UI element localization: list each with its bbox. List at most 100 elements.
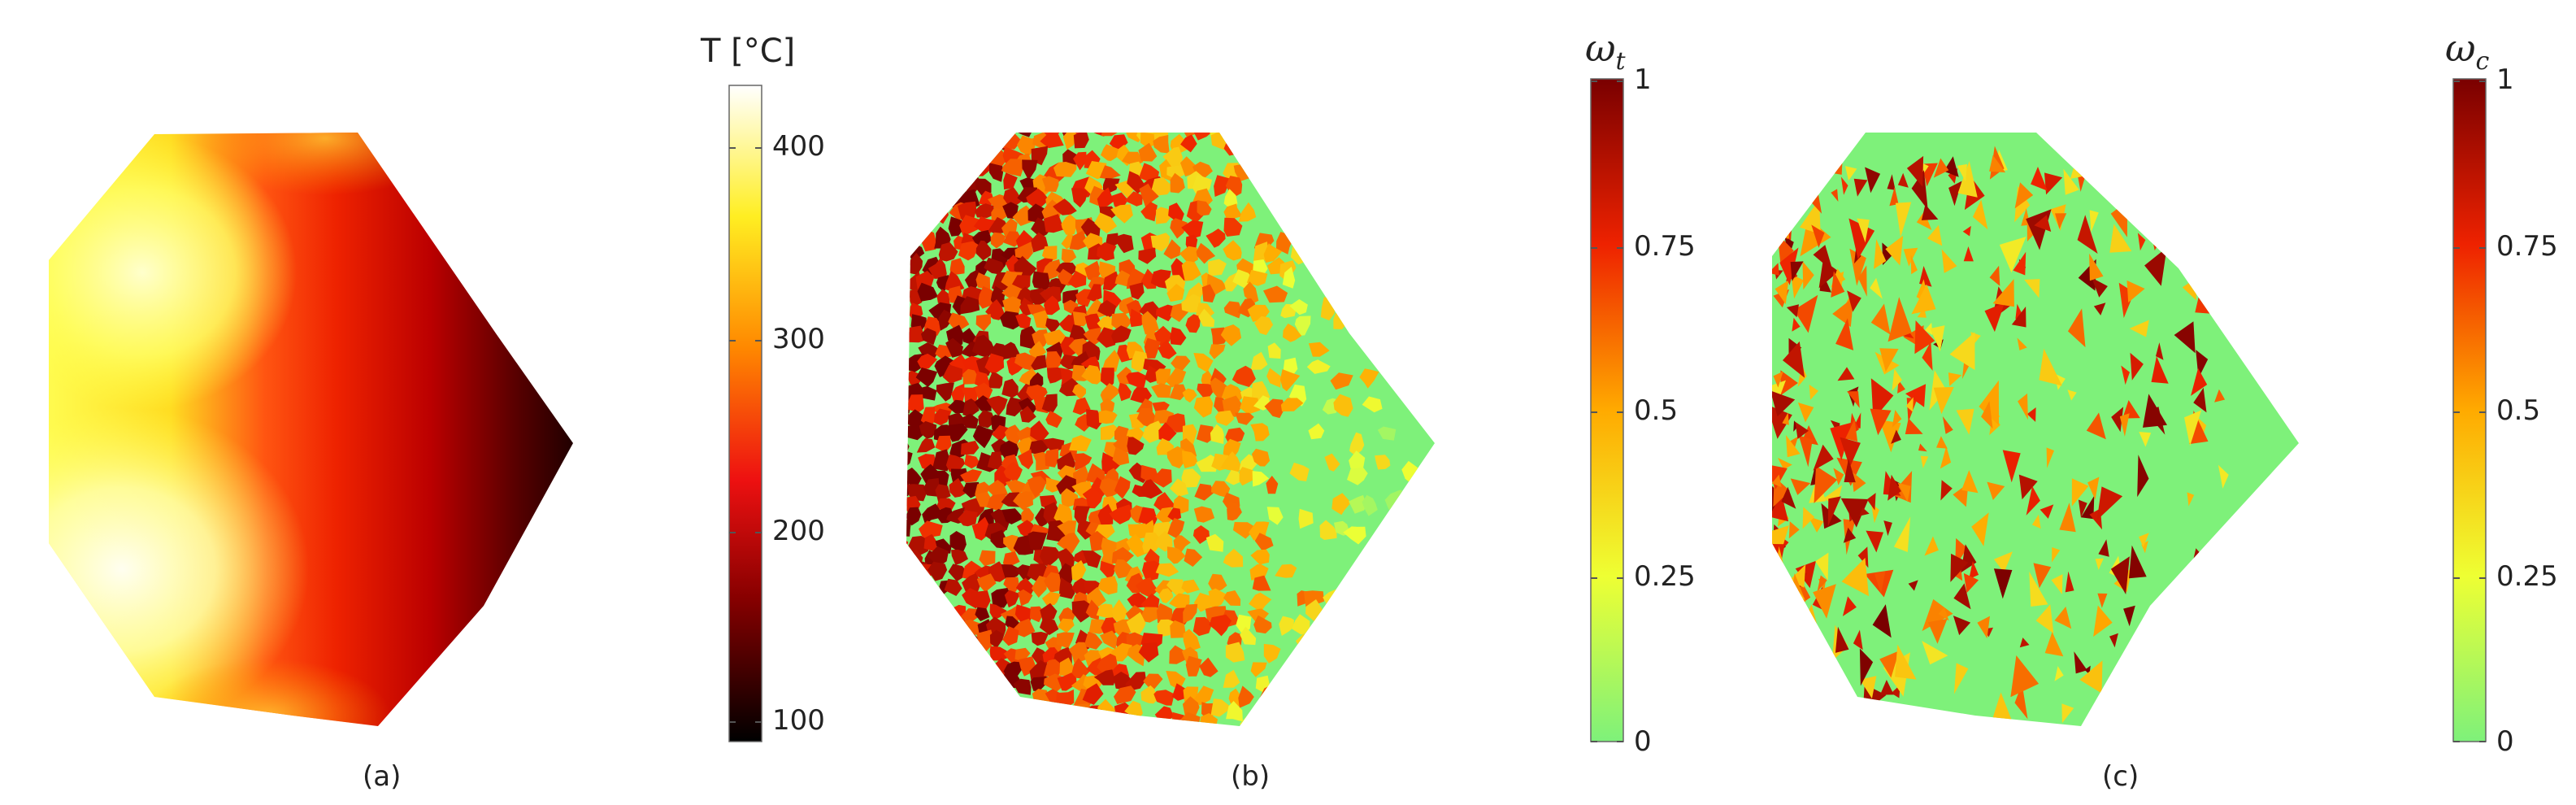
tensile-damage-cell [1388,228,1410,246]
tensile-damage-cell [1362,559,1379,578]
compressive-damage-cell [1961,470,1979,494]
compressive-damage-cell [2077,215,2098,254]
compressive-damage-cell [2019,637,2030,648]
tensile-damage-cell [945,134,970,157]
tensile-damage-cell [1253,163,1274,183]
compressive-damage-cell [1853,629,1863,651]
tensile-damage-cell [1170,172,1185,194]
tensile-damage-cell [906,133,913,141]
compressive-damage-cell [1872,604,1892,638]
tensile-damage-cell [1044,295,1060,315]
compressive-damage-cell [1779,148,1792,167]
compressive-damage-cell [1953,616,1971,636]
compressive-damage-cell [2122,400,2140,419]
compressive-damage-cell [2107,701,2123,722]
tensile-damage-cell [1262,724,1285,726]
tensile-damage-cell [1085,298,1106,319]
compressive-damage-cell [1922,641,1948,665]
tensile-damage-cell [1180,134,1197,153]
compressive-damage-cell [2033,563,2052,589]
tensile-damage-cell [986,395,1008,416]
tensile-damage-cell [1254,315,1274,336]
tensile-damage-cell [1071,188,1088,208]
tensile-damage-cell [917,655,940,677]
tensile-damage-cell [1265,161,1282,183]
tensile-damage-cell [1029,659,1050,682]
compressive-damage-cell [2217,650,2231,672]
tensile-damage-cell [974,203,995,218]
compressive-damage-cell [2174,596,2185,612]
compressive-damage-cell [1791,274,1805,299]
tensile-damage-cell [1292,187,1315,205]
tensile-damage-cell [977,133,997,139]
compressive-damage-cell [2098,539,2109,557]
tensile-damage-cell [1141,311,1159,335]
tensile-damage-cell [1041,591,1061,606]
tensile-damage-cell [1003,577,1019,595]
compressive-damage-cell [1781,486,1796,509]
tensile-damage-cell [1124,700,1143,720]
tensile-damage-cell [1336,633,1353,654]
tensile-damage-cell [1267,342,1281,359]
tensile-damage-cell [1129,282,1145,300]
compressive-damage-cell [2222,203,2232,224]
tensile-damage-cell [1297,199,1315,222]
tensile-damage-cell [1155,563,1179,577]
compressive-damage-cell [2092,277,2108,298]
tensile-damage-cell [1142,560,1162,582]
tensile-damage-cell [1223,240,1242,261]
tensile-damage-cell [915,176,939,189]
tensile-damage-cell [1169,645,1187,664]
tensile-damage-cell [916,437,936,453]
tensile-damage-cell [959,146,978,163]
tensile-damage-cell [1059,657,1074,677]
tensile-damage-cell [1032,647,1049,668]
compressive-damage-cell [1933,158,1949,178]
tensile-damage-cell [1183,603,1198,624]
tensile-damage-cell [1014,647,1031,662]
tensile-damage-cell [1030,677,1048,692]
compressive-damage-cell [2181,151,2195,176]
compressive-damage-cell [1813,584,1836,619]
compressive-damage-cell [1924,322,1933,336]
tensile-damage-cell [1279,677,1303,692]
compressive-damage-cell [1879,680,1894,695]
tensile-damage-cell [1096,603,1114,619]
tensile-damage-cell [1144,548,1160,565]
compressive-damage-cell [1785,185,1804,209]
tensile-damage-cell [1331,493,1352,516]
tensile-damage-cell [962,368,979,385]
compressive-damage-cell [1963,572,1979,594]
tensile-damage-cell [923,478,940,497]
compressive-damage-cell [1811,649,1835,685]
compressive-damage-cell [1981,401,1993,429]
compressive-damage-cell [2055,213,2067,229]
tensile-damage-cell [1282,267,1296,289]
tensile-damage-cell [973,216,998,237]
compressive-damage-cell [1993,551,2013,573]
tensile-damage-cell [1181,220,1204,239]
temperature-tick-label: 400 [772,130,825,163]
tensile-damage-cell [1223,590,1241,606]
tensile-damage-cell [1166,546,1186,564]
compressive-damage-cell [2143,611,2170,634]
tensile-damage-cell [1193,592,1214,612]
compressive-damage-cell [1837,367,1855,381]
tensile-damage-cell [1142,532,1162,553]
compressive-damage-cell [1775,617,1785,641]
tensile-damage-cell [1153,728,1172,744]
tensile-damage-cell [1012,205,1033,226]
compressive-damage-colorbar [2452,78,2487,742]
tensile-damage-cell [906,699,908,718]
tensile-damage-cell [1111,599,1127,622]
compressive-damage-cell [1833,468,1844,485]
tensile-damage-cell [917,712,933,726]
tensile-damage-cell [1404,298,1423,315]
tensile-damage-cell [1250,662,1267,677]
compressive-damage-cell [1772,707,1788,726]
tensile-damage-cell [1181,260,1201,281]
tensile-damage-cell [1002,551,1020,568]
compressive-damage-cell [2054,607,2072,629]
tensile-damage-cell [1250,716,1271,726]
tensile-damage-cell [988,372,1003,389]
